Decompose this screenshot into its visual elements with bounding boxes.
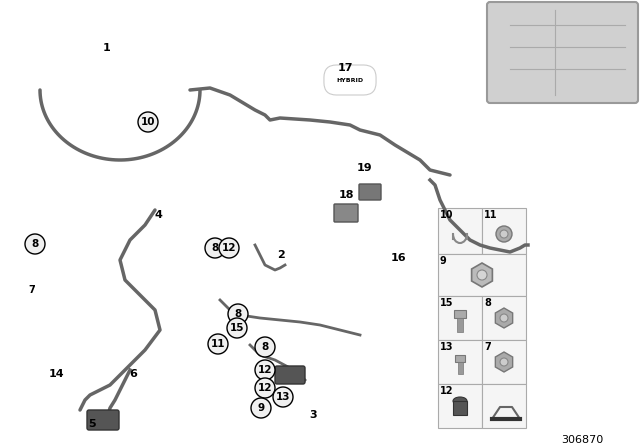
Bar [482,296,526,340]
Text: 7: 7 [29,285,35,295]
Text: 2: 2 [277,250,285,260]
FancyBboxPatch shape [359,184,381,200]
Text: 10: 10 [141,117,156,127]
Text: 1: 1 [103,43,111,53]
Bar [438,384,482,428]
Circle shape [208,334,228,354]
Text: 306870: 306870 [561,435,603,445]
Circle shape [138,112,158,132]
Text: 7: 7 [484,342,491,352]
Text: 14: 14 [49,369,65,379]
Circle shape [255,337,275,357]
Text: 3: 3 [309,410,317,420]
FancyBboxPatch shape [87,410,119,430]
Text: 11: 11 [211,339,225,349]
Circle shape [251,398,271,418]
Bar [482,384,526,428]
Text: 12: 12 [440,386,454,396]
Ellipse shape [453,397,467,405]
Bar [457,318,463,332]
Circle shape [500,358,508,366]
Text: 13: 13 [276,392,291,402]
Text: 9: 9 [440,256,447,266]
Text: 13: 13 [440,342,454,352]
Text: 8: 8 [31,239,38,249]
Text: 10: 10 [440,210,454,220]
Bar [453,401,467,415]
Circle shape [477,270,487,280]
Circle shape [496,226,512,242]
Bar [482,340,526,384]
FancyBboxPatch shape [487,2,638,103]
Bar [438,208,482,254]
Text: 8: 8 [234,309,242,319]
Circle shape [255,378,275,398]
Circle shape [273,387,293,407]
Bar [438,254,526,296]
Bar [482,208,526,254]
Bar [458,362,463,374]
Text: 8: 8 [484,298,491,308]
Text: 18: 18 [339,190,354,200]
FancyBboxPatch shape [275,366,305,384]
Text: 15: 15 [440,298,454,308]
Text: 4: 4 [154,210,162,220]
Text: 8: 8 [211,243,219,253]
Text: HYBRID: HYBRID [337,78,364,82]
Text: 12: 12 [258,383,272,393]
Text: 8: 8 [261,342,269,352]
Text: 19: 19 [357,163,373,173]
Text: 12: 12 [221,243,236,253]
Bar [438,340,482,384]
Circle shape [219,238,239,258]
Text: 15: 15 [230,323,244,333]
Text: 6: 6 [129,369,137,379]
Circle shape [25,234,45,254]
FancyBboxPatch shape [334,204,358,222]
Bar [454,310,466,318]
Circle shape [228,304,248,324]
Text: 17: 17 [337,63,353,73]
Text: 11: 11 [484,210,497,220]
Circle shape [205,238,225,258]
Text: 16: 16 [391,253,407,263]
Circle shape [227,318,247,338]
Circle shape [500,314,508,322]
Text: 9: 9 [257,403,264,413]
Bar [455,355,465,362]
Text: 12: 12 [258,365,272,375]
Bar [438,296,482,340]
Circle shape [255,360,275,380]
Circle shape [500,230,508,238]
Text: 5: 5 [88,419,96,429]
